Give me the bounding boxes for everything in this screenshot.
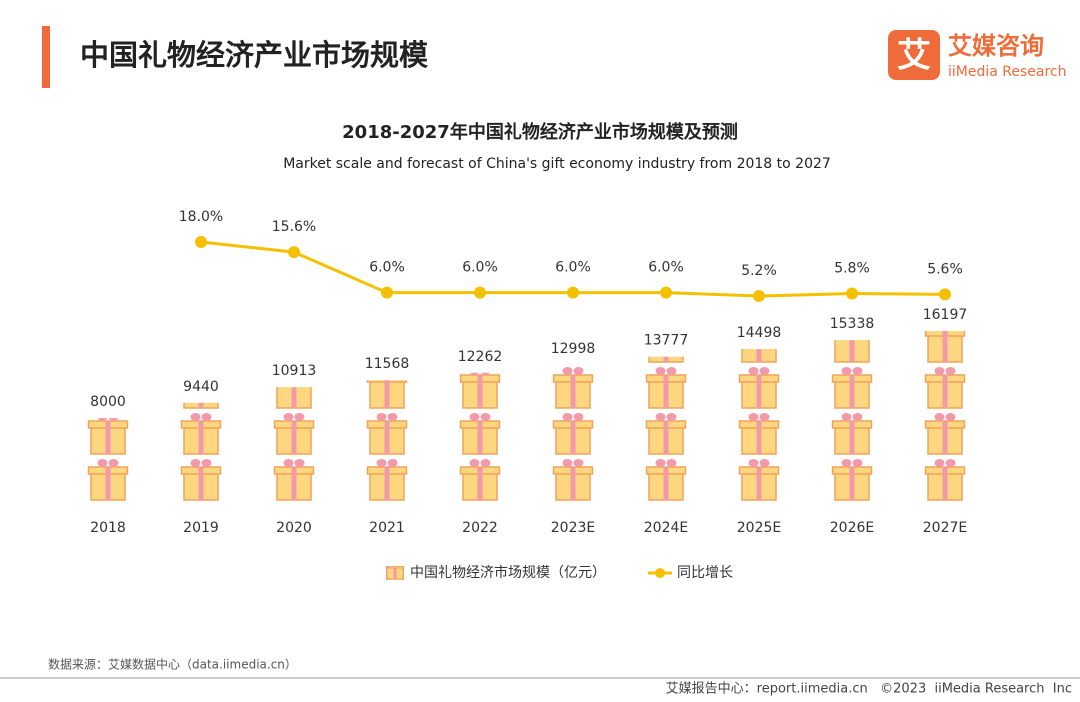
header-title: 中国礼物经济产业市场规模 [80, 38, 429, 72]
logo-text: 艾媒咨询 [948, 32, 1044, 60]
line-point [381, 286, 393, 299]
line-point [474, 286, 486, 299]
line-value-label: 15.6% [272, 219, 316, 235]
bar-value-label: 15338 [830, 316, 875, 332]
logo-box [888, 30, 940, 80]
bar [85, 418, 131, 503]
footer-right: 艾媒报告中心：report.iimedia.cn ©2023 iiMedia R… [666, 682, 1072, 697]
x-tick-label: 2026E [830, 520, 874, 536]
x-tick-label: 2020 [276, 520, 312, 536]
bar-value-label: 14498 [737, 325, 782, 341]
line-value-label: 6.0% [555, 260, 591, 276]
bar [457, 372, 503, 503]
bar [829, 340, 875, 503]
x-tick-label: 2018 [90, 520, 126, 536]
line-point [753, 290, 765, 303]
bar-value-label: 16197 [923, 307, 968, 323]
line-value-label: 6.0% [648, 260, 684, 276]
line-point [660, 286, 672, 299]
bar [736, 349, 782, 503]
bar [550, 364, 596, 503]
line-value-label: 6.0% [462, 260, 498, 276]
line-point [288, 246, 300, 259]
bar [271, 387, 317, 503]
chart-title: 2018-2027年中国礼物经济产业市场规模及预测 [342, 121, 738, 143]
line-point [846, 287, 858, 300]
source: 数据来源：艾媒数据中心（data.iimedia.cn） [48, 657, 297, 672]
bar [364, 380, 410, 503]
line-value-label: 5.2% [741, 263, 777, 279]
line-value-label: 6.0% [369, 260, 405, 276]
line-value-label: 5.8% [834, 261, 870, 277]
line-point [939, 288, 951, 301]
bar [643, 356, 689, 503]
x-tick-label: 2021 [369, 520, 405, 536]
bar-value-label: 12998 [551, 341, 596, 357]
legend-label: 同比增长 [677, 565, 733, 581]
x-tick-label: 2022 [462, 520, 498, 536]
bar [922, 331, 968, 503]
line-value-label: 18.0% [179, 209, 223, 225]
x-tick-label: 2027E [923, 520, 967, 536]
x-tick-label: 2023E [551, 520, 595, 536]
bar-value-label: 13777 [644, 333, 689, 349]
line-point [195, 236, 207, 248]
x-tick-label: 2019 [183, 520, 219, 536]
chart-subtitle: Market scale and forecast of China's gif… [283, 156, 831, 172]
x-tick-label: 2024E [644, 520, 688, 536]
header-accent [42, 26, 50, 88]
logo-subtext: iiMedia Research [948, 64, 1067, 80]
line-point [567, 286, 579, 299]
legend-label: 中国礼物经济市场规模（亿元） [410, 564, 606, 581]
bar-value-label: 8000 [90, 394, 126, 410]
bar-value-label: 12262 [458, 349, 503, 365]
logo-icon: 艾 [897, 36, 931, 76]
bar [178, 402, 224, 503]
legend-swatch-ribbon [393, 568, 397, 579]
bar-value-label: 10913 [272, 363, 317, 379]
legend-dot [655, 568, 665, 578]
bar-value-label: 11568 [365, 356, 410, 372]
x-tick-label: 2025E [737, 520, 781, 536]
bar-value-label: 9440 [183, 379, 219, 395]
line-value-label: 5.6% [927, 261, 963, 277]
